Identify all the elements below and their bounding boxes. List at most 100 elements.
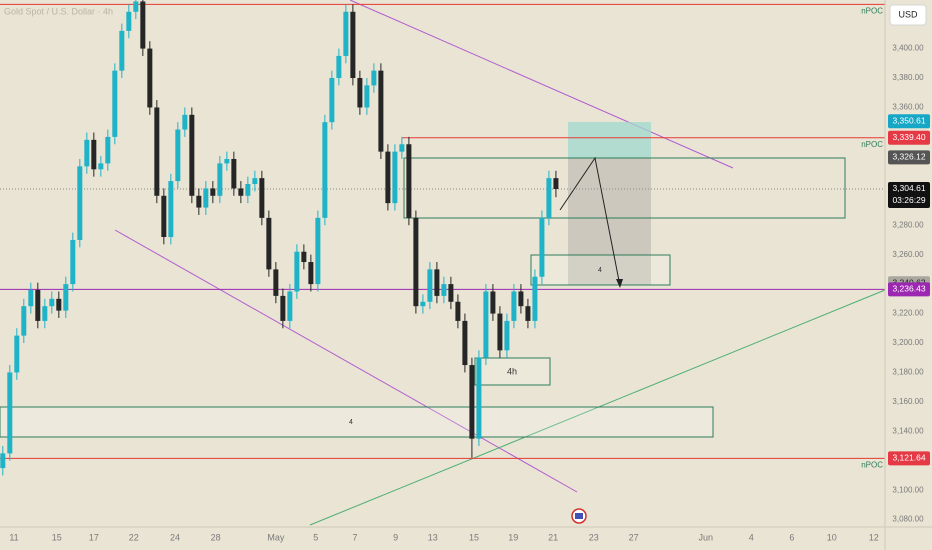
candle-body xyxy=(287,291,293,321)
candle-body xyxy=(336,55,342,79)
x-tick-label: 28 xyxy=(211,532,221,542)
price-label-bg xyxy=(888,181,930,208)
candle-body xyxy=(63,284,69,311)
candle-body xyxy=(322,122,328,218)
event-flag-icon xyxy=(575,513,583,519)
x-tick-label: 15 xyxy=(469,532,479,542)
candle-body xyxy=(294,251,300,292)
candle-body xyxy=(280,295,286,321)
candle-body xyxy=(245,184,251,196)
candle-body xyxy=(210,188,216,196)
candle-body xyxy=(252,178,258,185)
candle-body xyxy=(161,195,167,238)
candle-body xyxy=(434,269,440,296)
x-tick-label: 4 xyxy=(749,532,754,542)
target-zone xyxy=(568,122,651,158)
y-tick-label: 3,220.00 xyxy=(892,309,924,318)
x-tick-label: May xyxy=(267,532,285,542)
candles xyxy=(0,0,559,476)
price-label-bg xyxy=(888,150,930,165)
y-tick-label: 3,260.00 xyxy=(892,250,924,259)
candle-body xyxy=(91,139,97,170)
candle-body xyxy=(70,239,76,285)
x-tick-label: 12 xyxy=(869,532,879,542)
stop-zone xyxy=(568,158,651,285)
candle-body xyxy=(175,129,181,182)
candle-body xyxy=(553,178,559,189)
price-label: 3,326.12 xyxy=(892,152,925,162)
price-label-bg xyxy=(888,130,930,145)
y-tick-label: 3,360.00 xyxy=(892,103,924,112)
candle-body xyxy=(525,306,531,321)
box-label: 4h xyxy=(507,366,517,376)
candle-body xyxy=(42,306,48,321)
currency-button[interactable] xyxy=(889,4,927,26)
x-tick-label: 6 xyxy=(789,532,794,542)
price-label: 3,121.64 xyxy=(892,453,925,463)
y-tick-label: 3,140.00 xyxy=(892,426,924,435)
arrow-head xyxy=(616,279,623,288)
countdown: 03:26:29 xyxy=(892,195,925,205)
candle-body xyxy=(133,1,139,12)
candle-body xyxy=(238,188,244,196)
trendline xyxy=(114,229,578,493)
x-tick-label: 27 xyxy=(629,532,639,542)
projection-arrow xyxy=(559,156,621,287)
zone-box xyxy=(474,357,551,386)
candle-body xyxy=(539,217,545,277)
candle-body xyxy=(28,289,34,307)
candle-body xyxy=(301,251,307,263)
y-tick-label: 3,280.00 xyxy=(892,220,924,229)
x-tick-label: 22 xyxy=(129,532,139,542)
candle-body xyxy=(154,107,160,196)
candle-body xyxy=(7,372,13,454)
zone-box xyxy=(403,157,846,219)
candle-body xyxy=(350,11,356,79)
candle-body xyxy=(49,298,55,307)
box-label: 4 xyxy=(349,419,353,426)
candle-body xyxy=(364,85,370,108)
candle-body xyxy=(378,70,384,152)
candle-body xyxy=(511,291,517,321)
candle-body xyxy=(14,335,20,373)
candle-body xyxy=(217,163,223,196)
candle-body xyxy=(266,217,272,270)
candle-body xyxy=(518,291,524,307)
currency: USD xyxy=(898,9,918,19)
y-tick-label: 3,380.00 xyxy=(892,73,924,82)
candle-body xyxy=(203,188,209,208)
x-tick-label: 19 xyxy=(508,532,518,542)
candle-body xyxy=(476,357,482,439)
candle-body xyxy=(469,365,475,439)
candle-body xyxy=(532,276,538,321)
candle-body xyxy=(413,217,419,307)
candle-body xyxy=(392,151,398,204)
trendline xyxy=(349,0,734,169)
drawings: 4h 4 4 xyxy=(0,0,886,526)
candle-body xyxy=(546,178,552,218)
x-tick-label: Jun xyxy=(699,532,714,542)
price-label: 3,350.61 xyxy=(892,116,925,126)
x-tick-label: 23 xyxy=(589,532,599,542)
candle-body xyxy=(56,298,62,311)
x-tick-label: 10 xyxy=(827,532,837,542)
candle-body xyxy=(35,289,41,321)
price-label: 3,339.40 xyxy=(892,132,925,142)
box-label: 4 xyxy=(598,267,602,274)
x-tick-label: 13 xyxy=(428,532,438,542)
candle-body xyxy=(0,453,6,469)
candle-body xyxy=(126,11,132,31)
candle-body xyxy=(427,269,433,302)
candle-body xyxy=(21,306,27,336)
y-tick-label: 3,080.00 xyxy=(892,515,924,524)
candle-body xyxy=(147,48,153,108)
x-tick-label: 11 xyxy=(9,532,18,542)
candle-body xyxy=(182,114,188,130)
x-tick-label: 5 xyxy=(313,532,318,542)
candle-body xyxy=(399,144,405,152)
x-tick-label: 9 xyxy=(393,532,398,542)
chart-title: Gold Spot / U.S. Dollar · 4h xyxy=(4,6,113,16)
candle-body xyxy=(98,163,104,170)
candle-body xyxy=(119,30,125,71)
price-label-bg xyxy=(888,114,930,129)
